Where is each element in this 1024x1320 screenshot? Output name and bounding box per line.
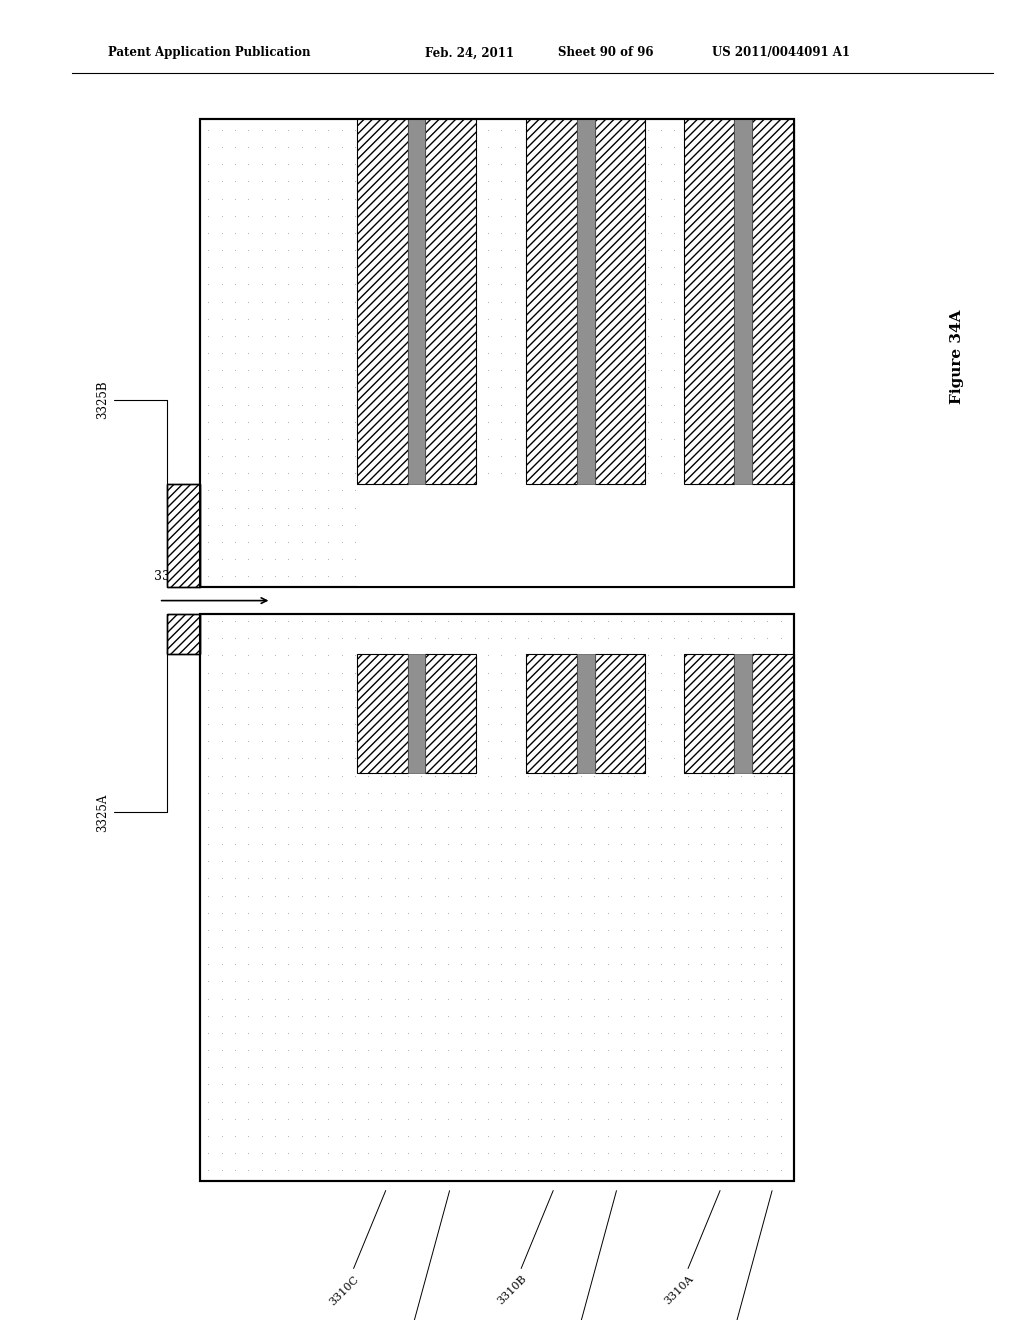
- Bar: [200, 614, 794, 1181]
- Bar: [734, 119, 752, 484]
- Bar: [200, 119, 794, 587]
- Bar: [167, 614, 200, 653]
- Text: 3330: 3330: [154, 570, 185, 583]
- Text: Feb. 24, 2011: Feb. 24, 2011: [425, 46, 514, 59]
- Bar: [167, 484, 200, 587]
- Bar: [577, 119, 595, 484]
- Bar: [752, 653, 794, 772]
- Text: Sheet 90 of 96: Sheet 90 of 96: [558, 46, 653, 59]
- Bar: [595, 484, 645, 587]
- Bar: [357, 484, 408, 587]
- Bar: [476, 484, 526, 587]
- Bar: [408, 653, 425, 772]
- Bar: [425, 119, 476, 484]
- Text: 3305A: 3305A: [715, 1191, 772, 1320]
- Bar: [408, 484, 425, 587]
- Bar: [526, 119, 577, 484]
- Bar: [684, 653, 734, 772]
- Bar: [595, 653, 645, 772]
- Bar: [734, 484, 752, 587]
- Bar: [408, 119, 425, 484]
- Bar: [577, 484, 595, 587]
- Bar: [167, 484, 200, 587]
- Bar: [526, 653, 577, 772]
- Bar: [357, 653, 408, 772]
- Bar: [200, 119, 794, 587]
- Text: US 2011/0044091 A1: US 2011/0044091 A1: [712, 46, 850, 59]
- Text: 3310B: 3310B: [496, 1191, 553, 1307]
- Text: 3310A: 3310A: [663, 1191, 720, 1307]
- Text: 3305B: 3305B: [559, 1191, 616, 1320]
- Text: 3325B: 3325B: [96, 380, 167, 502]
- Bar: [425, 653, 476, 772]
- Bar: [577, 653, 595, 772]
- Text: 3325A: 3325A: [96, 648, 167, 832]
- Bar: [425, 484, 476, 587]
- Bar: [684, 119, 734, 484]
- Bar: [684, 484, 734, 587]
- Bar: [167, 614, 200, 653]
- Bar: [357, 119, 408, 484]
- Bar: [200, 614, 794, 1181]
- Bar: [526, 484, 577, 587]
- Bar: [734, 653, 752, 772]
- Text: 3305C: 3305C: [391, 1191, 450, 1320]
- Text: Figure 34A: Figure 34A: [950, 309, 965, 404]
- Bar: [645, 484, 684, 587]
- Bar: [752, 484, 794, 587]
- Bar: [752, 119, 794, 484]
- Bar: [595, 119, 645, 484]
- Text: 3310C: 3310C: [328, 1191, 386, 1307]
- Text: Patent Application Publication: Patent Application Publication: [108, 46, 310, 59]
